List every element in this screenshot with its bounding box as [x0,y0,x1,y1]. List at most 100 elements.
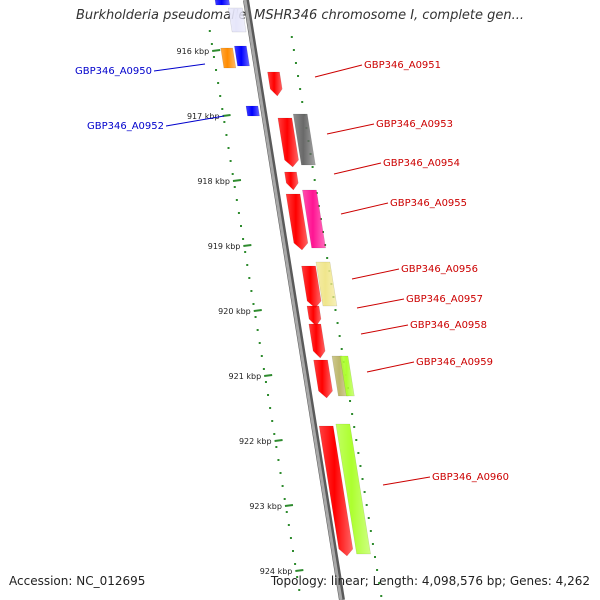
lane-dot-right [357,452,360,454]
accession-text: Accession: NC_012695 [9,574,146,588]
gene-arrow-A0952[interactable] [245,105,260,117]
gene-arrow-A0955-pink[interactable] [302,189,326,249]
label-leader-line [382,476,431,486]
scale-tick-label: 924 kbp [260,567,293,576]
gene-label[interactable]: GBP346_A0953 [376,119,453,130]
lane-dot-left [215,69,218,71]
gene-arrow-A0956-khaki[interactable] [315,261,338,307]
lane-dot-right [374,556,376,558]
lane-dot-right [361,478,364,480]
gene-arrow-A0956[interactable] [301,265,322,309]
scale-tick-label: 916 kbp [177,47,210,56]
lane-dot-left [225,134,228,136]
lane-dot-left [285,511,288,513]
scale-tick-label: 922 kbp [239,437,272,446]
gene-labels: GBP346_A0950 GBP346_A0951 GBP346_A0952 GBP3… [75,60,509,486]
feature-arrows [214,0,371,557]
gene-label[interactable]: GBP346_A0950 [75,66,152,77]
lane-dot-right [313,179,316,181]
lane-dot-right [367,517,370,519]
lane-dot-left [212,56,215,58]
scale-tick-mark [274,439,283,442]
scale-tick-mark [253,309,262,312]
lane-dot-right [351,413,354,415]
lane-dot-right [299,88,302,90]
gene-arrow-A0960[interactable] [318,425,354,557]
scale-tick-label: 920 kbp [218,307,251,316]
lane-dot-left [229,160,232,162]
lane-dot-right [290,36,293,38]
gene-arrow-A0955[interactable] [285,193,309,251]
scale-ticks: 916 kbp 917 kbp 918 kbp 919 kbp 920 kbp 921 k… [177,47,304,576]
label-leader-line [333,162,382,175]
gene-label[interactable]: GBP346_A0951 [364,60,441,71]
lane-dot-left [248,277,251,279]
lane-dot-left [275,446,278,448]
scale-tick-mark [232,179,242,182]
gene-label[interactable]: GBP346_A0954 [383,158,460,169]
lane-dot-right [376,569,379,571]
lane-dot-right [301,101,304,103]
gene-arrow-A0951[interactable] [267,71,283,97]
label-leader-line [356,298,405,309]
label-leader-line [366,361,415,373]
lane-dot-left [262,368,265,370]
gene-label[interactable]: GBP346_A0959 [416,357,493,368]
gene-label[interactable]: GBP346_A0960 [432,472,509,483]
lane-dot-left [273,433,276,435]
label-leader-line [165,115,225,127]
gene-label[interactable]: GBP346_A0957 [406,294,483,305]
lane-dot-right [371,543,374,545]
lane-dot-right [297,75,300,77]
lane-dot-right [334,309,337,311]
gene-arrow-A0950[interactable] [234,45,250,67]
gene-label[interactable]: GBP346_A0958 [410,320,487,331]
gene-arrow-A0953-gray[interactable] [292,113,316,166]
lane-dot-left [289,537,292,539]
lane-dot-left [298,589,301,591]
lane-dot-left [269,407,272,409]
gene-arrow-A0959-green[interactable] [339,355,355,397]
lane-dot-left [287,524,290,526]
lane-dot-left [283,498,286,500]
lane-dot-left [258,342,261,344]
lane-dot-left [256,329,259,331]
lane-dot-right [369,530,372,532]
label-leader-line [326,123,375,135]
gene-label[interactable]: GBP346_A0952 [87,121,164,132]
lane-dot-left [260,355,263,357]
lane-dot-left [281,485,284,487]
gene-arrow-A0959[interactable] [313,359,333,399]
gene-arrow-A0953[interactable] [277,117,299,168]
gene-arrow-A0954[interactable] [284,171,299,191]
scale-tick-label: 919 kbp [208,242,241,251]
lane-dot-left [231,173,234,175]
lane-dot-left [210,43,213,45]
gene-arrow-top-light[interactable] [227,7,247,33]
scale-tick-mark [295,569,304,572]
lane-dot-left [296,576,299,578]
lane-dot-left [242,238,245,240]
lane-dot-left [267,394,270,396]
map-title: Burkholderia pseudomallei MSHR346 chromo… [75,8,525,23]
lane-dot-left [221,108,224,110]
gene-arrow-A0960-green[interactable] [335,423,371,555]
lane-dot-left [237,212,240,214]
lane-dot-right [378,582,381,584]
lane-dot-right [359,465,362,467]
scale-tick-label: 918 kbp [197,177,230,186]
gene-label[interactable]: GBP346_A0956 [401,264,478,275]
gene-arrow-A0957[interactable] [306,305,322,327]
gene-arrow-A0958[interactable] [308,323,326,359]
lane-dot-left [292,550,294,552]
lane-dot-left [219,95,222,97]
lane-dot-left [208,30,211,32]
lane-dot-left [244,251,247,253]
gene-label[interactable]: GBP346_A0955 [390,198,467,209]
lane-dot-right [336,322,339,324]
gene-arrow-A0950-part[interactable] [220,47,237,69]
lane-dot-left [254,316,257,318]
lane-dot-right [340,348,343,350]
gene-arrow-top-reverse[interactable] [214,0,231,6]
